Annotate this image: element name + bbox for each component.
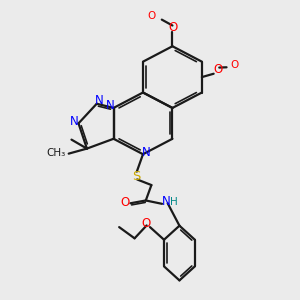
Text: S: S (132, 169, 141, 183)
Text: H: H (170, 196, 178, 207)
Text: O: O (213, 63, 222, 76)
Text: O: O (120, 196, 129, 209)
Text: O: O (147, 11, 155, 21)
Text: N: N (162, 195, 170, 208)
Text: O: O (169, 21, 178, 34)
Text: O: O (231, 60, 239, 70)
Text: N: N (142, 146, 151, 159)
Text: CH₃: CH₃ (46, 148, 66, 158)
Text: N: N (70, 116, 79, 128)
Text: O: O (141, 217, 150, 230)
Text: N: N (94, 94, 103, 107)
Text: N: N (106, 99, 115, 112)
